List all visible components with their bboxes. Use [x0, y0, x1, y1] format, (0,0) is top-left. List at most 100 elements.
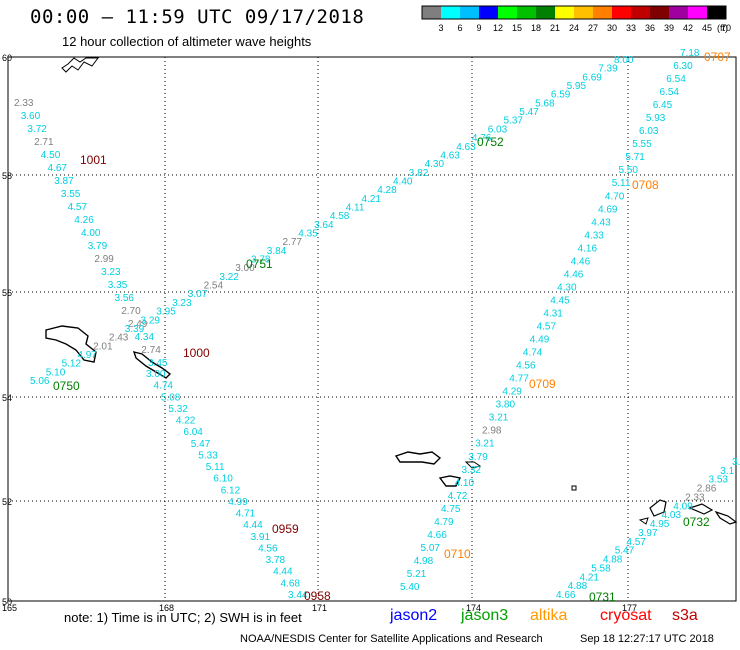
- wave-height-value: 4.22: [176, 416, 196, 427]
- wave-height-value: 5.21: [407, 569, 427, 580]
- color-swatch: [612, 6, 631, 19]
- wave-height-value: 4.99: [228, 497, 248, 508]
- wave-height-value: 3.97: [638, 528, 658, 539]
- wave-height-value: 5.40: [400, 582, 420, 593]
- color-scale-tick: 15: [512, 23, 522, 33]
- longitude-label: 174: [466, 603, 481, 613]
- wave-height-value: 5.47: [615, 546, 635, 557]
- wave-height-value: 6.03: [639, 126, 659, 137]
- map-title: 00:00 – 11:59 UTC 09/17/2018: [30, 6, 365, 28]
- wave-height-value: 5.07: [421, 543, 441, 554]
- wave-height-value: 5.93: [646, 113, 666, 124]
- legend-altika: altika: [530, 607, 568, 624]
- wave-height-value: 4.57: [537, 322, 557, 333]
- color-scale-tick: 12: [493, 23, 503, 33]
- wave-height-value: 6.45: [653, 100, 673, 111]
- land-agattu-island: [438, 475, 462, 487]
- wave-height-value: 6.10: [213, 474, 233, 485]
- wave-height-value: 5.06: [30, 376, 50, 387]
- land-rat-islands: [688, 503, 714, 515]
- wave-height-value: 7.39: [598, 64, 618, 75]
- wave-height-value: 5.58: [591, 563, 611, 574]
- wave-height-value: 4.11: [346, 203, 365, 214]
- wave-height-value: 3.23: [172, 298, 192, 309]
- wave-height-value: 3.35: [108, 280, 128, 291]
- pass-time-label: 0708: [632, 178, 659, 192]
- wave-height-value: 3.72: [27, 124, 47, 135]
- wave-height-value: 6.03: [488, 124, 508, 135]
- color-scale-tick: 24: [569, 23, 579, 33]
- wave-height-value: 4.30: [557, 282, 577, 293]
- pass-time-label: 1000: [183, 346, 210, 360]
- wave-height-value: 4.44: [273, 567, 293, 578]
- wave-height-value: 6.69: [582, 72, 602, 83]
- wave-height-value: 2.33: [14, 98, 34, 109]
- wave-height-value: 5.47: [191, 439, 211, 450]
- color-swatch: [536, 6, 555, 19]
- wave-height-value: 3.64: [314, 220, 334, 231]
- footnote: note: 1) Time is in UTC; 2) SWH is in fe…: [64, 610, 302, 625]
- wave-height-value: 3.87: [54, 176, 74, 187]
- wave-height-value: 3.29: [141, 315, 161, 326]
- wave-height-value: 2.49: [128, 319, 148, 330]
- pass-time-label: 0709: [529, 377, 556, 391]
- color-swatch: [460, 6, 479, 19]
- wave-height-value: 3.00: [146, 369, 166, 380]
- wave-height-value: 4.66: [427, 530, 447, 541]
- wave-height-value: 3.21: [475, 439, 495, 450]
- wave-height-value: 4.10: [455, 478, 475, 489]
- wave-height-value: 4.76: [472, 133, 492, 144]
- color-swatch: [593, 6, 612, 19]
- wave-height-value: 4.21: [362, 194, 382, 205]
- wave-height-value: 5.55: [632, 139, 652, 150]
- wave-height-value: 4.29: [502, 387, 522, 398]
- wave-height-value: 5.71: [625, 152, 645, 163]
- color-scale-tick: 45: [702, 23, 712, 33]
- wave-height-value: 4.77: [509, 374, 529, 385]
- wave-height-value: 4.33: [584, 230, 604, 241]
- wave-height-value: 3.84: [267, 246, 287, 257]
- color-scale-unit: (ft): [717, 23, 728, 33]
- wave-height-value: 4.66: [556, 590, 576, 601]
- wave-height-value: 4.88: [568, 581, 588, 592]
- color-scale-tick: 9: [476, 23, 481, 33]
- wave-height-value: 4.79: [434, 517, 454, 528]
- wave-height-value: 4.28: [377, 185, 397, 196]
- wave-height-value: 4.30: [425, 159, 445, 170]
- pass-time-label: 0732: [683, 515, 710, 529]
- wave-height-value: 4.68: [281, 578, 301, 589]
- wave-height-value: 2.74: [141, 345, 161, 356]
- wave-height-value: 3.82: [409, 168, 429, 179]
- generation-timestamp: Sep 18 12:27:17 UTC 2018: [580, 633, 714, 645]
- color-swatch: [441, 6, 460, 19]
- wave-height-value: 3.00: [235, 263, 255, 274]
- wave-height-value: 3.60: [21, 111, 41, 122]
- wave-height-value: 4.50: [41, 150, 61, 161]
- wave-height-value: 2.86: [697, 484, 717, 495]
- wave-height-value: 4.45: [550, 296, 570, 307]
- wave-height-value: 3.78: [251, 255, 271, 266]
- wave-height-value: 4.74: [154, 381, 174, 392]
- color-scale-tick: 21: [550, 23, 560, 33]
- wave-height-value: 8.00: [614, 55, 634, 66]
- land-islet-b: [638, 517, 649, 525]
- wave-height-value: 5.95: [567, 81, 587, 92]
- land-attu-island: [394, 451, 442, 465]
- wave-height-value: 4.09: [673, 501, 693, 512]
- wave-height-value: 5.47: [519, 107, 539, 118]
- latitude-label: 50: [2, 597, 12, 607]
- land-medny-island: [132, 351, 172, 379]
- wave-height-value: 4.40: [393, 177, 413, 188]
- color-swatch: [707, 6, 726, 19]
- wave-height-value: 4.97: [77, 350, 97, 361]
- wave-height-value: 2.98: [482, 426, 502, 437]
- wave-height-value: 2.77: [283, 237, 303, 248]
- color-swatch: [498, 6, 517, 19]
- wave-height-value: 4.56: [258, 544, 278, 555]
- wave-height-value: 5.50: [619, 165, 639, 176]
- wave-height-value: 3.53: [709, 475, 729, 486]
- wave-height-value: 4.67: [48, 163, 68, 174]
- wave-height-value: 2.01: [93, 341, 113, 352]
- legend-s3a: s3a: [672, 607, 698, 624]
- latitude-label: 60: [2, 53, 12, 63]
